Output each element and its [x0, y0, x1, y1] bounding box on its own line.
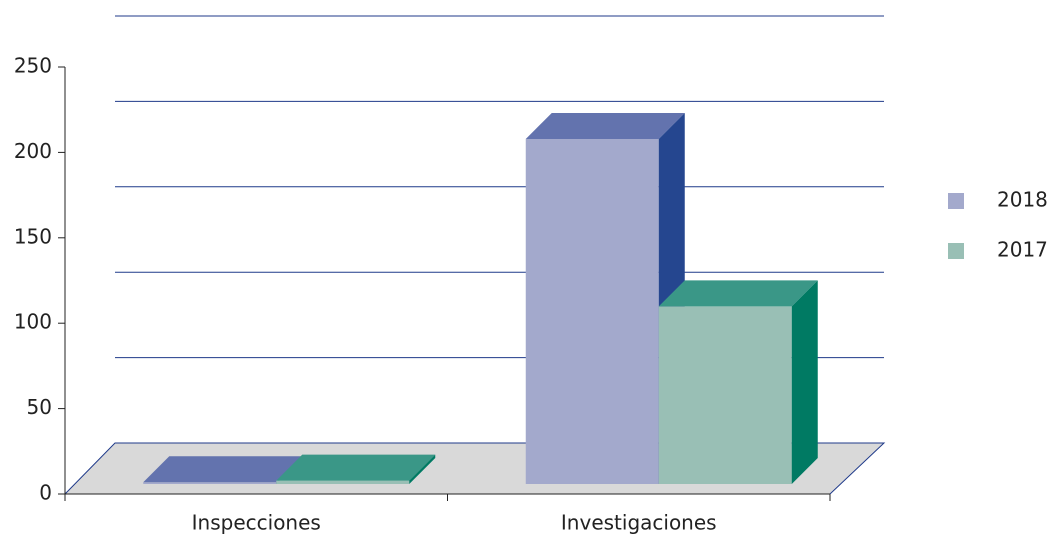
y-tick-label: 200	[14, 139, 52, 163]
bar-side	[409, 454, 436, 484]
legend-label: 2017	[997, 238, 1048, 262]
bar-front	[143, 482, 277, 484]
y-tick-label: 150	[14, 224, 52, 248]
bar-top	[525, 112, 685, 139]
y-tick-label: 100	[14, 310, 52, 334]
legend-label: 2018	[997, 188, 1048, 212]
bar-front	[525, 138, 659, 484]
y-tick-label: 50	[27, 395, 52, 419]
legend-swatch	[948, 243, 964, 259]
bar-side	[791, 280, 818, 484]
legend-swatch	[948, 193, 964, 209]
x-tick-label: Investigaciones	[561, 511, 717, 535]
bar-front	[658, 306, 792, 484]
y-tick-label: 250	[14, 54, 52, 78]
x-tick-label: Inspecciones	[192, 511, 321, 535]
bar-top	[143, 456, 303, 483]
bar-front	[276, 480, 410, 484]
y-tick-label: 0	[39, 481, 52, 505]
bar-top	[276, 454, 436, 481]
bar-top	[658, 280, 818, 307]
